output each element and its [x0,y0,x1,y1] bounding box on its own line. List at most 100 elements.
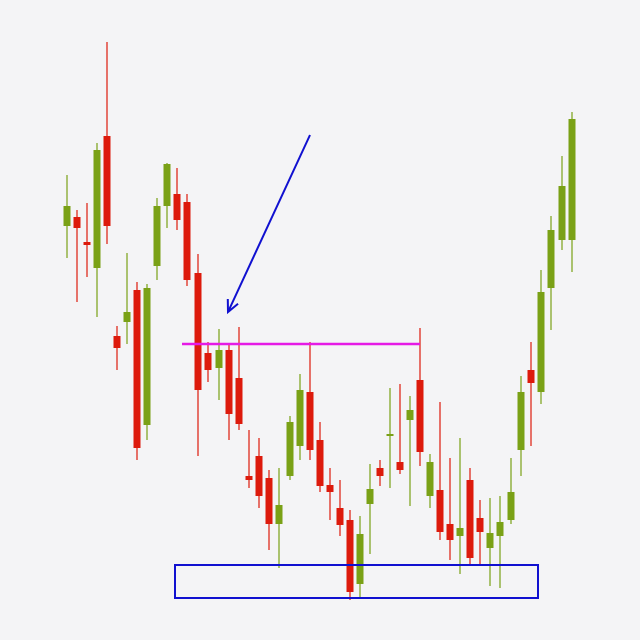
candle-31 [366,464,374,554]
candle-34 [396,384,404,474]
candle-22 [275,468,283,568]
candle-37 [426,454,434,508]
candle-47 [527,342,535,446]
bull-candle-body [568,119,576,240]
candle-28 [336,480,344,536]
arrow-head-icon [226,298,239,315]
bear-candle-body [336,508,344,525]
bull-candle-body [366,489,374,504]
candle-35 [406,396,414,506]
bear-candle-body [183,202,191,280]
candle-4 [93,143,101,317]
bear-candle-body [446,524,454,540]
candle-12 [173,168,181,230]
candle-25 [306,342,314,460]
candle-46 [517,376,525,476]
candle-42 [476,500,484,566]
bear-candle-body [133,290,141,448]
candle-7 [123,253,131,344]
arrow-shaft [227,134,311,313]
bull-candle-body [93,150,101,268]
bear-candle-body [204,353,212,370]
bear-candle-body [527,370,535,383]
bull-candle-body [286,422,294,476]
candle-9 [143,284,151,440]
candle-16 [215,329,223,400]
candle-29 [346,510,354,600]
candle-8 [133,282,141,460]
bull-candle-body [275,505,283,524]
bear-candle-body [103,136,111,226]
bear-candle-body [436,490,444,532]
candle-43 [486,498,494,586]
bull-candle-body [456,528,464,536]
candle-27 [326,468,334,520]
bull-candle-body [406,410,414,420]
candle-39 [446,458,454,560]
candle-3 [83,203,91,277]
candle-10 [153,198,161,280]
candle-41 [466,468,474,564]
candle-20 [255,438,263,508]
candle-19 [245,430,253,488]
bull-candle-body [386,434,394,436]
candle-24 [296,374,304,460]
bear-candle-body [326,485,334,492]
bear-candle-body [376,468,384,476]
bull-candle-body [486,533,494,548]
candle-23 [286,416,294,480]
bull-candle-body [153,206,161,266]
bull-candle-body [517,392,525,450]
bull-candle-body [143,288,151,425]
bear-candle-body [83,242,91,245]
candle-21 [265,470,273,550]
candle-49 [547,216,555,330]
bear-candle-body [416,380,424,452]
candle-50 [558,156,566,250]
candle-48 [537,270,545,404]
candle-36 [416,328,424,466]
bear-candle-body [265,478,273,524]
candle-26 [316,422,324,492]
candle-32 [376,460,384,486]
bull-candle-body [426,462,434,496]
candle-33 [386,388,394,488]
bull-candle-body [296,390,304,446]
bear-candle-body [245,476,253,480]
bear-candle-body [316,440,324,486]
candle-51 [568,112,576,272]
bear-candle-body [476,518,484,532]
candle-44 [496,496,504,588]
bull-candle-body [123,312,131,322]
bear-candle-body [466,480,474,558]
bear-candle-body [73,217,81,228]
candles-layer [63,42,576,600]
bear-candle-body [173,194,181,220]
bear-candle-body [235,378,243,424]
candle-45 [507,458,515,524]
candle-6 [113,326,121,370]
candle-38 [436,402,444,540]
candle-1 [63,175,71,258]
bull-candle-body [558,186,566,240]
bear-candle-body [113,336,121,348]
support-zone-box [174,564,539,599]
candle-14 [194,254,202,456]
candle-13 [183,194,191,286]
bull-candle-body [547,230,555,288]
bear-candle-body [255,456,263,496]
bear-candle-body [306,392,314,450]
candle-15 [204,342,212,382]
candle-40 [456,438,464,574]
candle-17 [225,344,233,440]
candle-2 [73,210,81,302]
bull-candle-body [63,206,71,226]
annotation-layer [174,134,539,599]
bear-candle-body [396,462,404,470]
bull-candle-body [507,492,515,520]
bear-candle-body [194,273,202,390]
candle-5 [103,42,111,244]
bull-candle-body [537,292,545,392]
